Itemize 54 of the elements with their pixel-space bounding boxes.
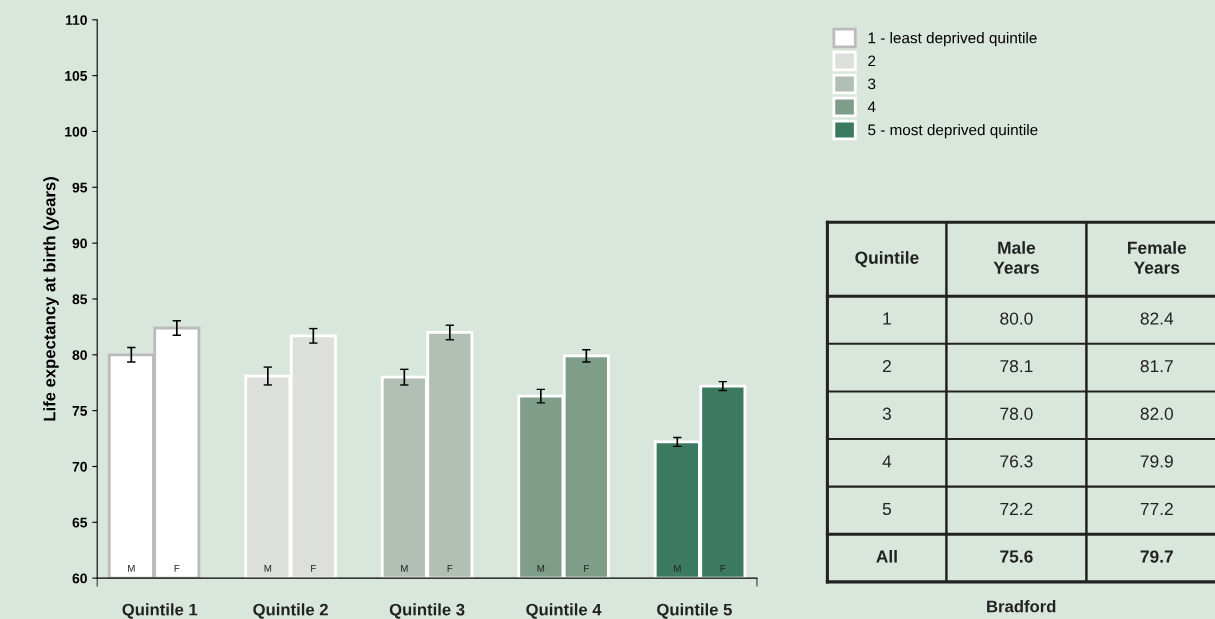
text: Quintile 4: [526, 603, 602, 619]
y-tick-label: 75: [72, 406, 88, 416]
text: 5: [882, 503, 892, 516]
text: 78.0: [1000, 407, 1033, 420]
x-tick-label: M: [537, 564, 545, 572]
text: Quintile 2: [253, 603, 328, 619]
text: 72.2: [1000, 502, 1033, 515]
y-tick-label: 70: [72, 461, 87, 472]
text: 4: [882, 455, 892, 468]
text: Female Years: [1128, 241, 1187, 274]
text: 76.3: [1000, 455, 1033, 468]
text: 78.1: [1000, 360, 1033, 373]
x-tick-label: F: [720, 564, 726, 572]
text: 79.9: [1140, 455, 1173, 468]
text: 75.6: [1000, 550, 1033, 563]
y-tick-label: 100: [65, 126, 87, 137]
x-tick-label: F: [447, 564, 453, 572]
x-tick-label: M: [128, 564, 135, 572]
x-tick-label: F: [174, 564, 180, 572]
text: 82.4: [1140, 312, 1174, 325]
y-tick-label: 105: [65, 70, 88, 81]
legend-label: 5 - most deprived quintile: [868, 124, 1038, 139]
text: Male Years: [993, 241, 1039, 274]
text: Quintile 3: [389, 603, 465, 619]
y-tick-label: 60: [72, 573, 87, 584]
y-tick-label: 95: [72, 182, 88, 193]
text: 80.0: [1000, 312, 1033, 325]
text: Quintile 5: [657, 603, 732, 619]
text: 79.7: [1140, 550, 1173, 563]
legend-label: 3: [868, 78, 876, 90]
text: All: [876, 549, 897, 563]
y-tick-label: 65: [72, 517, 88, 528]
y-tick-label: 80: [72, 350, 87, 360]
text: 1: [883, 312, 891, 325]
x-tick-label: F: [311, 564, 316, 572]
text: 81.7: [1140, 360, 1173, 373]
text: 77.2: [1140, 502, 1173, 515]
x-tick-label: M: [674, 564, 681, 572]
y-tick-label: 90: [72, 238, 87, 249]
x-tick-label: M: [264, 564, 272, 572]
legend-label: 2: [868, 55, 876, 67]
text: 2: [882, 360, 891, 373]
x-tick-label: M: [401, 564, 408, 572]
y-tick-label: 85: [72, 294, 88, 305]
text: Quintile 1: [122, 603, 198, 619]
legend-label: 4: [867, 101, 876, 113]
y-tick-label: 110: [65, 15, 87, 25]
legend-label: 1 - least deprived quintile: [868, 32, 1037, 47]
text: 82.0: [1140, 407, 1173, 420]
text: Bradford: [987, 600, 1056, 613]
text: Quintile: [855, 251, 919, 268]
text: 3: [882, 407, 891, 420]
y-axis-title: Life expectancy at birth (years): [43, 177, 59, 421]
x-tick-label: F: [584, 564, 589, 572]
